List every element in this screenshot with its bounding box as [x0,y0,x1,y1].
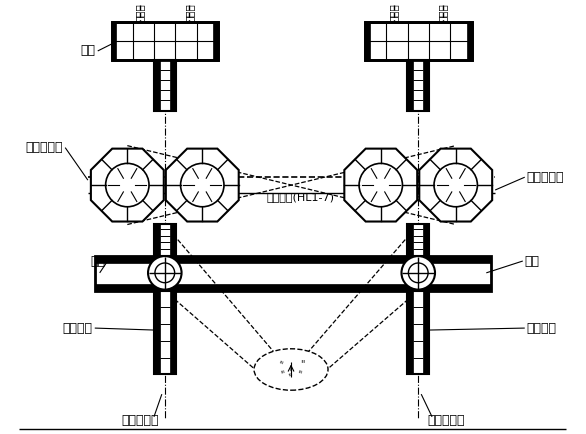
Text: 主塔横联(HL1-7): 主塔横联(HL1-7) [267,192,335,202]
Circle shape [408,263,428,283]
Circle shape [155,263,175,283]
Circle shape [359,163,403,207]
Bar [154,224,160,256]
Bar [154,60,160,111]
Bar [95,256,491,263]
Bar [154,60,176,111]
Bar [170,291,176,375]
Bar [154,291,176,375]
Bar [407,60,429,111]
Bar [170,224,176,256]
Bar [95,256,491,291]
Text: 水平锚箱: 水平锚箱 [63,322,93,335]
Bar [111,23,117,60]
Bar [95,284,491,291]
Bar [466,23,472,60]
Bar [423,60,429,111]
Text: 塔身上铰座: 塔身上铰座 [26,141,63,154]
Bar [423,291,429,375]
Bar [407,291,429,375]
Text: ": " [276,359,282,370]
Text: 锚梁: 锚梁 [81,44,96,57]
Bar [407,291,413,375]
Text: ": " [281,369,286,380]
Bar [365,23,472,60]
Text: 锚梁: 锚梁 [524,254,540,267]
Bar [111,23,218,60]
Polygon shape [166,148,239,221]
Bar [423,224,429,256]
Circle shape [180,163,224,207]
Text: ": " [295,369,303,380]
Text: 接拉杆: 接拉杆 [438,3,448,22]
Text: ": " [299,359,307,370]
Text: 水平锚箱: 水平锚箱 [527,322,557,335]
Bar [154,224,176,256]
Text: ": " [288,372,294,382]
Bar [407,60,413,111]
Polygon shape [91,148,163,221]
Text: 接拉杆: 接拉杆 [389,3,398,22]
Bar [365,23,370,60]
Bar [154,291,160,375]
Circle shape [105,163,149,207]
Text: 塔身下铰座: 塔身下铰座 [527,171,564,184]
Bar [170,60,176,111]
Bar [213,23,218,60]
Text: 锚梁: 锚梁 [91,254,105,267]
Text: 接拉杆: 接拉杆 [185,3,195,22]
Bar [111,23,218,60]
Polygon shape [419,148,492,221]
Bar [407,224,429,256]
Text: 接北侧后锚: 接北侧后锚 [121,414,159,427]
Polygon shape [345,148,417,221]
Circle shape [148,256,182,289]
Circle shape [434,163,478,207]
Text: 接北侧后锚: 接北侧后锚 [427,414,465,427]
Ellipse shape [254,349,328,390]
Bar [365,23,472,60]
Bar [407,224,413,256]
Text: 接拉杆: 接拉杆 [135,3,145,22]
Circle shape [401,256,435,289]
